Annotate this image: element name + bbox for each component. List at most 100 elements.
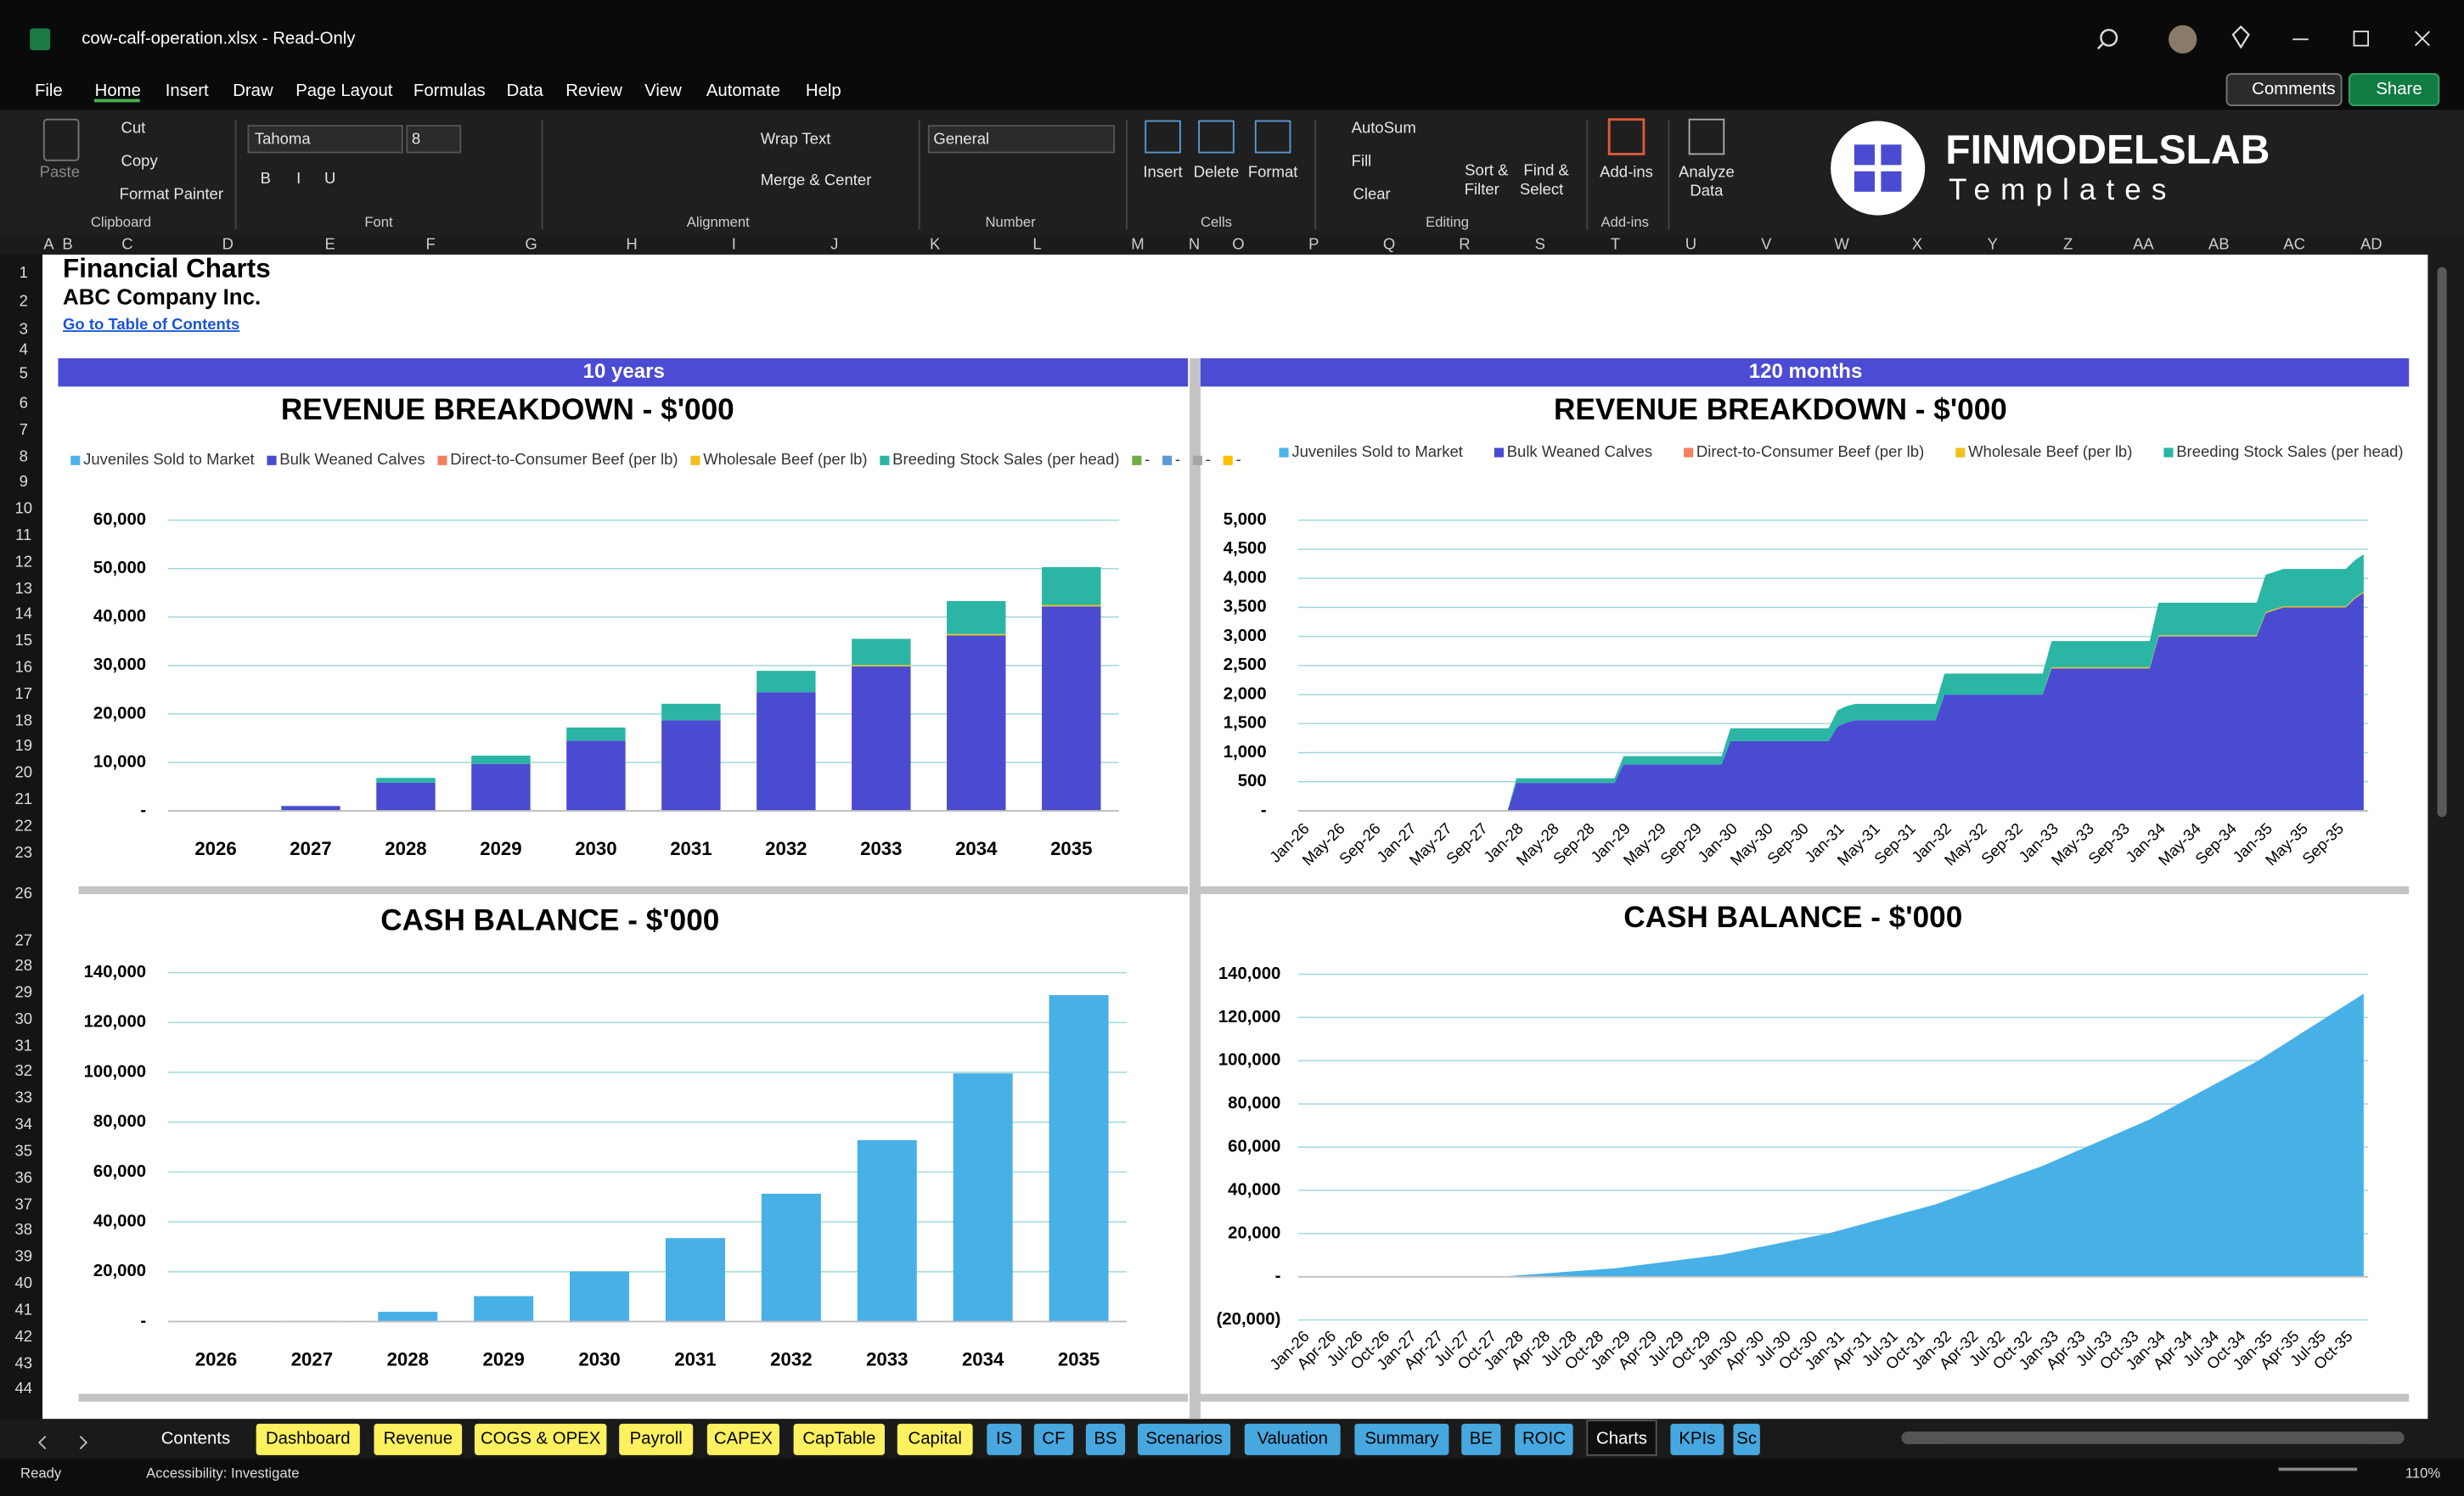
comments-button[interactable] — [2225, 73, 2343, 106]
scroll-thumb[interactable] — [2437, 267, 2447, 818]
sheet-tab-label[interactable]: KPIs — [1679, 1430, 1715, 1448]
share-button[interactable] — [2348, 73, 2440, 106]
menu-item[interactable]: Home — [95, 82, 141, 100]
sheet-tab[interactable] — [1244, 1423, 1341, 1455]
ribbon-label[interactable]: I — [296, 169, 301, 187]
menu-item[interactable]: View — [644, 82, 682, 100]
ribbon-label[interactable]: Filter — [1465, 180, 1499, 198]
delete-icon[interactable] — [1198, 120, 1235, 154]
ribbon-label[interactable]: Clear — [1353, 184, 1391, 202]
sheet-tab[interactable] — [987, 1423, 1021, 1455]
sheet-tab[interactable] — [1733, 1423, 1760, 1455]
sheet-tab-label[interactable]: BS — [1094, 1430, 1117, 1448]
sheet-tab[interactable] — [1137, 1423, 1231, 1455]
toc-link[interactable]: Go to Table of Contents — [63, 315, 239, 333]
menu-item[interactable]: Insert — [166, 82, 209, 100]
ribbon-label[interactable]: Wrap Text — [761, 130, 831, 148]
menu-item[interactable]: Formulas — [413, 82, 486, 100]
sheet-tab[interactable] — [897, 1423, 973, 1455]
ribbon-label[interactable]: Data — [1690, 182, 1724, 200]
ribbon-label[interactable]: Fill — [1352, 152, 1372, 170]
ribbon-label[interactable]: Paste — [40, 163, 80, 181]
analyze-data-icon[interactable] — [1688, 118, 1725, 155]
sheet-tab-label[interactable]: BE — [1470, 1430, 1493, 1448]
sheet-tab[interactable] — [1354, 1423, 1449, 1455]
sheet-tab-label[interactable]: Contents — [161, 1430, 230, 1448]
ribbon-label[interactable]: B — [261, 169, 271, 187]
menu-item[interactable]: Data — [507, 82, 544, 100]
sheet-tab-label[interactable]: IS — [996, 1430, 1012, 1448]
share-label[interactable]: Share — [2376, 80, 2422, 98]
search-icon[interactable] — [2100, 28, 2118, 47]
avatar[interactable] — [2169, 25, 2197, 53]
sheet-tab[interactable] — [374, 1423, 463, 1455]
ribbon-label[interactable]: Copy — [121, 152, 159, 170]
comments-label[interactable]: Comments — [2252, 80, 2335, 98]
ribbon-label[interactable]: Number — [985, 214, 1036, 230]
ribbon-label[interactable]: 8 — [412, 130, 420, 148]
sheet-tab-label[interactable]: CapTable — [802, 1430, 875, 1448]
insert-icon[interactable] — [1145, 120, 1181, 154]
sheet-tab[interactable] — [706, 1423, 779, 1455]
sheet-tab-label[interactable]: ROIC — [1522, 1430, 1566, 1448]
ribbon-label[interactable]: Find & — [1523, 161, 1569, 179]
ribbon-label[interactable]: Format Painter — [120, 184, 223, 202]
menu-item[interactable]: Draw — [233, 82, 273, 100]
menu-item[interactable]: Automate — [706, 82, 780, 100]
sheet-tab[interactable] — [1085, 1423, 1126, 1455]
sheet-tab-active[interactable] — [1586, 1420, 1657, 1456]
number-format-box[interactable] — [927, 125, 1116, 154]
ribbon-label[interactable]: Select — [1520, 180, 1563, 198]
restore-button[interactable] — [2353, 31, 2370, 47]
sheet-tab-label[interactable]: Revenue — [384, 1430, 453, 1448]
ribbon-label[interactable]: U — [324, 169, 335, 187]
ribbon-label[interactable]: Alignment — [687, 214, 750, 230]
sheet-tab-label[interactable]: CAPEX — [714, 1430, 773, 1448]
ribbon-label[interactable]: Cut — [121, 119, 146, 137]
ribbon-label[interactable]: Editing — [1426, 214, 1469, 230]
sheet-tab-label[interactable]: CF — [1042, 1430, 1065, 1448]
ribbon-label[interactable]: Analyze — [1679, 163, 1735, 181]
ribbon-label[interactable]: Add-ins — [1600, 163, 1653, 181]
sheet-tab[interactable] — [1033, 1423, 1074, 1455]
format-icon[interactable] — [1254, 120, 1291, 154]
ribbon-label[interactable]: AutoSum — [1352, 119, 1416, 137]
ribbon-label[interactable]: Delete — [1194, 163, 1239, 181]
ribbon-label[interactable]: Merge & Center — [761, 171, 872, 188]
ribbon-label[interactable]: Clipboard — [91, 214, 151, 230]
horizontal-scrollbar[interactable] — [1901, 1431, 2405, 1444]
close-button[interactable] — [2414, 31, 2430, 47]
ribbon-label[interactable]: Tahoma — [255, 130, 312, 148]
ribbon-label[interactable]: Sort & — [1465, 161, 1509, 179]
sheet-tab[interactable] — [256, 1423, 360, 1455]
ribbon-label[interactable]: Insert — [1143, 163, 1182, 181]
ribbon-label[interactable]: General — [933, 130, 989, 148]
sheet-tab-label[interactable]: Valuation — [1257, 1430, 1328, 1448]
sheet-tab-label[interactable]: Scenarios — [1145, 1430, 1222, 1448]
sheet-tab[interactable] — [1670, 1423, 1724, 1455]
menu-item[interactable]: Review — [565, 82, 622, 100]
sheet-tab[interactable] — [1461, 1423, 1501, 1455]
font-size-box[interactable] — [406, 125, 462, 154]
paste-icon[interactable] — [42, 118, 80, 161]
add-ins-icon[interactable] — [1607, 118, 1645, 155]
font-name-box[interactable] — [247, 125, 403, 154]
tab-nav-arrows[interactable] — [37, 1435, 88, 1450]
sheet-tab[interactable] — [1515, 1423, 1573, 1455]
ribbon-label[interactable]: Font — [364, 214, 393, 230]
sheet-tab-label[interactable]: Capital — [909, 1430, 962, 1448]
sheet-tab-label[interactable]: Dashboard — [266, 1430, 351, 1448]
sheet-tab[interactable] — [474, 1423, 607, 1455]
ribbon-label[interactable]: Cells — [1201, 214, 1232, 230]
menu-item[interactable]: Page Layout — [295, 82, 393, 100]
sheet-tab-label[interactable]: Sc — [1736, 1430, 1757, 1448]
sheet-tab-label[interactable]: Charts — [1596, 1430, 1647, 1448]
sheet-tab-label[interactable]: Summary — [1364, 1430, 1439, 1448]
menu-item[interactable]: File — [35, 82, 63, 100]
sheet-tab[interactable] — [619, 1423, 694, 1455]
menu-item[interactable]: Help — [806, 82, 841, 100]
ribbon-label[interactable]: Add-ins — [1600, 214, 1648, 230]
ribbon-label[interactable]: Format — [1248, 163, 1298, 181]
sheet-tab[interactable] — [793, 1423, 885, 1455]
premium-icon[interactable] — [2231, 25, 2250, 49]
